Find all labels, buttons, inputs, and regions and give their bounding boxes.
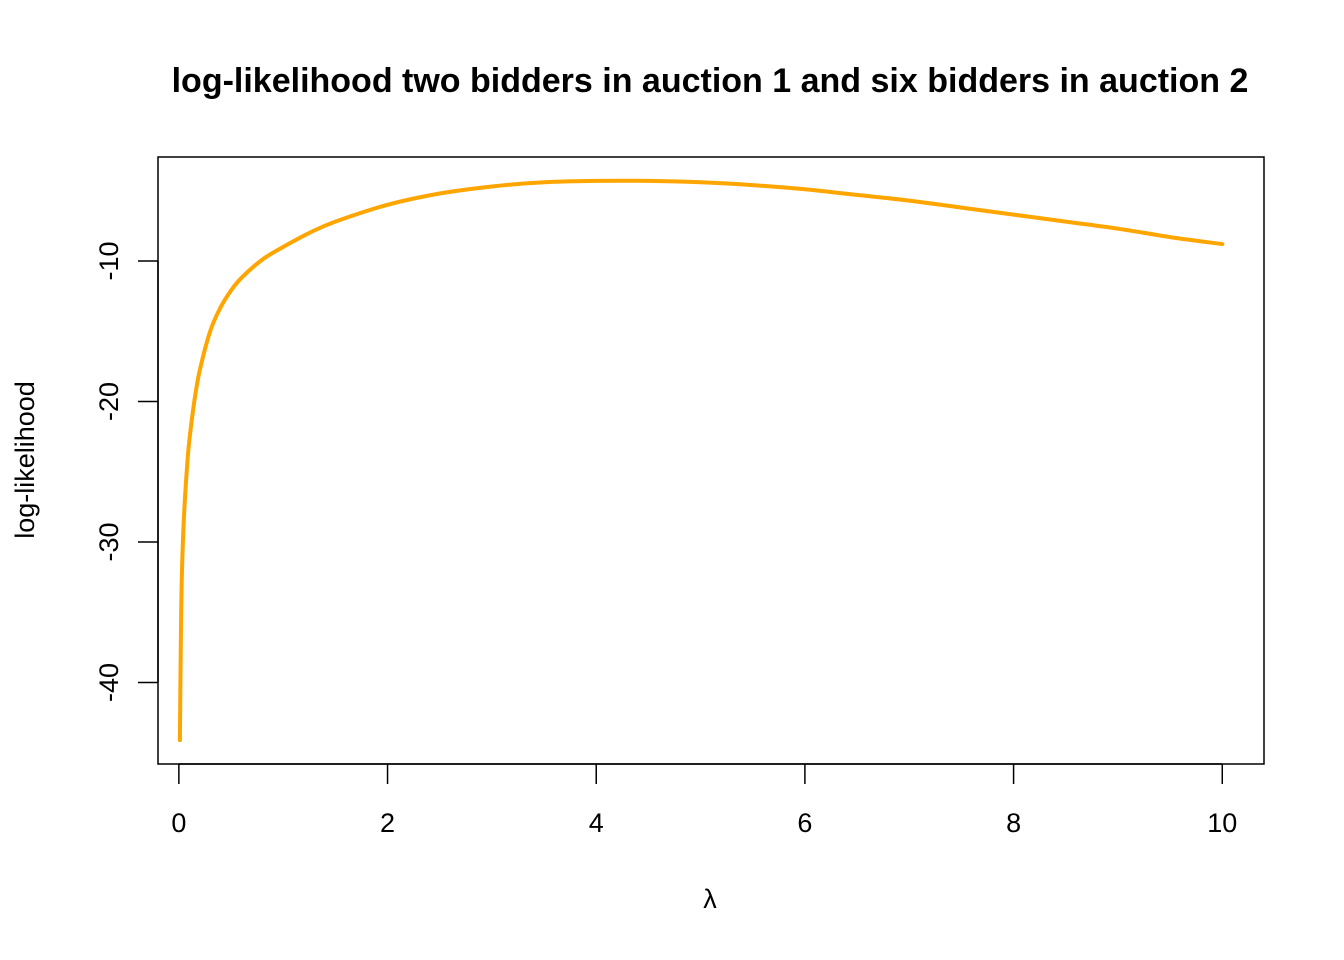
y-tick-label: -20 [94,382,124,421]
x-tick-label: 6 [797,808,812,838]
plot-frame [157,156,1265,765]
x-tick-label: 4 [589,808,604,838]
series-layer [177,178,1225,743]
chart-title: log-likelihood two bidders in auction 1 … [172,62,1249,100]
x-tick-label: 10 [1207,808,1237,838]
y-tick-label: -40 [94,663,124,702]
x-axis-label: λ [703,884,717,914]
x-tick-label: 8 [1006,808,1021,838]
x-tick-label: 0 [171,808,186,838]
y-tick-label: -10 [94,241,124,280]
y-axis: -40 -30 -20 -10 [94,241,159,702]
y-tick-label: -30 [94,522,124,561]
series-line-0 [177,178,1225,743]
x-tick-label: 2 [380,808,395,838]
y-axis-label: log-likelihood [10,381,40,539]
x-axis: 0 2 4 6 8 10 [171,763,1237,838]
